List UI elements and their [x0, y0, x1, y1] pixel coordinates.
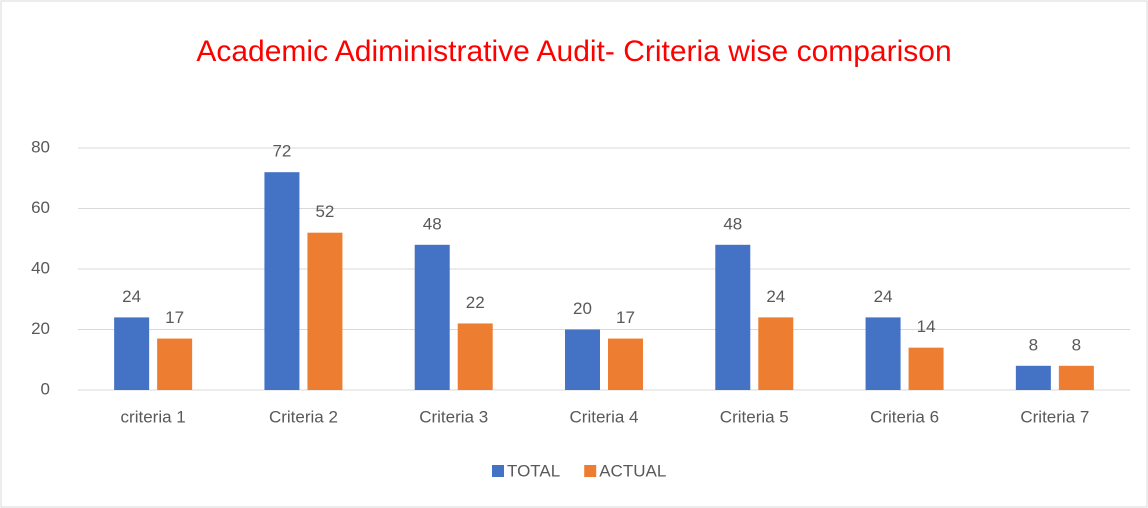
bar	[565, 329, 600, 390]
data-label: 24	[122, 287, 141, 306]
bar	[608, 338, 643, 390]
y-tick-label: 20	[31, 319, 50, 338]
data-label: 22	[466, 293, 485, 312]
data-label: 24	[874, 287, 893, 306]
x-tick-label: Criteria 4	[570, 407, 639, 426]
bar	[715, 244, 751, 390]
bar	[457, 323, 493, 390]
y-tick-label: 40	[31, 258, 50, 277]
bar	[908, 347, 944, 390]
data-label: 20	[573, 299, 592, 318]
y-tick-label: 60	[31, 198, 50, 217]
x-tick-label: Criteria 2	[269, 407, 338, 426]
x-tick-label: Criteria 7	[1020, 407, 1089, 426]
bar	[157, 338, 193, 390]
data-label: 17	[616, 308, 635, 327]
data-label: 52	[315, 202, 334, 221]
data-label: 24	[766, 287, 785, 306]
bar	[1015, 365, 1051, 390]
x-tick-label: Criteria 6	[870, 407, 939, 426]
bar	[414, 244, 450, 390]
bar	[865, 317, 901, 390]
x-tick-label: Criteria 3	[419, 407, 488, 426]
data-label: 48	[423, 214, 442, 233]
data-label: 14	[917, 317, 936, 336]
data-label: 8	[1072, 335, 1081, 354]
data-label: 48	[723, 214, 742, 233]
x-tick-label: criteria 1	[121, 407, 186, 426]
bar	[307, 232, 343, 390]
bar	[264, 172, 300, 390]
legend-label: ACTUAL	[599, 461, 666, 480]
y-tick-label: 80	[31, 137, 50, 156]
bar	[758, 317, 794, 390]
y-tick-label: 0	[41, 379, 50, 398]
x-tick-label: Criteria 5	[720, 407, 789, 426]
chart-title: Academic Adiministrative Audit- Criteria…	[196, 35, 951, 68]
data-label: 17	[165, 308, 184, 327]
data-label: 8	[1029, 335, 1038, 354]
bar	[114, 317, 150, 390]
legend-swatch	[492, 465, 504, 477]
data-label: 72	[272, 142, 291, 161]
legend-swatch	[584, 465, 597, 477]
bar	[1058, 365, 1094, 390]
legend-label: TOTAL	[507, 461, 560, 480]
